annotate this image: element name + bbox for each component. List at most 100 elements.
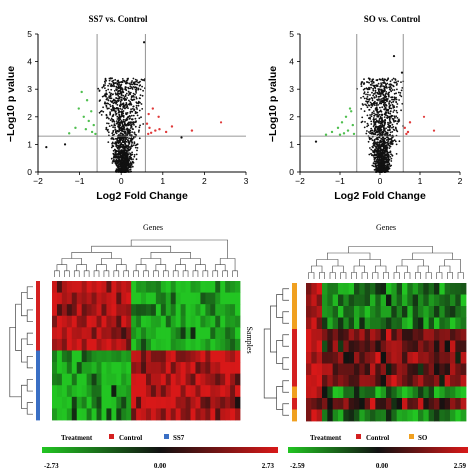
heatmap-ss7-cell — [165, 292, 172, 305]
heatmap-so-legend: Treatment Control SO — [310, 434, 428, 442]
heatmap-so-cell — [444, 375, 451, 387]
heatmap-so-cell — [348, 329, 355, 341]
volcano-ss7-outlier-point — [180, 136, 183, 139]
heatmap-ss7-col-branch — [130, 239, 228, 259]
heatmap-ss7-cell — [155, 350, 162, 363]
heatmap-so-cell — [316, 409, 323, 422]
heatmap-ss7-group-cell — [36, 304, 40, 317]
heatmap-so-cell — [450, 409, 456, 422]
heatmap-ss7-cell — [225, 396, 231, 409]
volcano-so-down-point — [338, 133, 342, 136]
volcano-ss7-down-point — [85, 99, 89, 102]
heatmap-ss7-cell — [56, 304, 63, 317]
heatmap-ss7-cell — [52, 304, 58, 317]
heatmap-so-cell — [359, 283, 366, 295]
heatmap-ss7-cell — [160, 338, 167, 351]
heatmap-so-cell — [418, 386, 424, 399]
heatmap-so-cell — [327, 375, 334, 387]
heatmap-so-row-branch — [282, 311, 289, 324]
heatmap-ss7-cell — [160, 362, 167, 375]
heatmap-ss7-cell — [101, 281, 107, 293]
heatmap-so-cell — [434, 283, 440, 295]
heatmap-ss7-cell — [150, 408, 157, 421]
heatmap-ss7-cell — [91, 304, 97, 317]
heatmap-ss7-cell — [61, 304, 68, 317]
volcano-ss7-up-point — [154, 129, 157, 132]
heatmap-ss7-cell — [155, 362, 162, 375]
heatmap-ss7-cell — [101, 292, 107, 305]
heatmap-ss7-cell — [52, 292, 58, 305]
heatmap-ss7-cell — [136, 408, 142, 421]
heatmap-so-cell — [418, 340, 424, 353]
heatmap-ss7-cell — [111, 385, 117, 398]
heatmap-so-group-cell — [292, 317, 297, 330]
volcano-so-outlier-point — [314, 140, 318, 143]
heatmap-so-cell — [391, 340, 398, 353]
heatmap-ss7-cell — [190, 408, 196, 421]
heatmap-ss7-cell — [101, 350, 107, 363]
heatmap-so-cell — [423, 386, 430, 399]
heatmap-so-cell — [402, 306, 408, 318]
heatmap-so-cell — [332, 340, 339, 353]
heatmap-so-cell — [423, 329, 430, 341]
heatmap-ss7-cell — [121, 338, 127, 351]
heatmap-so-cell — [439, 352, 446, 364]
heatmap-so-cell — [380, 329, 387, 341]
heatmap-ss7-cell — [126, 327, 132, 340]
volcano-plot-so: SO vs. Control −2 −1 0 1 2 0 1 2 3 4 5 Log2 Fold C… — [267, 14, 463, 202]
heatmap-ss7-cell — [195, 385, 201, 398]
heatmap-so-cell — [338, 294, 344, 307]
heatmap-so-cell — [332, 398, 339, 410]
volcano-ss7-x-tick-label: 2 — [202, 176, 207, 186]
heatmap-so-cell — [455, 352, 462, 364]
heatmap-ss7-cell — [165, 396, 172, 409]
heatmap-ss7-cell — [200, 362, 206, 375]
heatmap-so-col-branch — [436, 272, 443, 279]
heatmap-so-cell — [418, 409, 424, 422]
heatmap-ss7-cell — [56, 396, 63, 409]
heatmap-ss7-cell — [66, 338, 73, 351]
heatmap-ss7-sample-group-bar — [36, 281, 40, 421]
heatmap-ss7-colorbar-mid: 0.00 — [154, 462, 167, 470]
heatmap-ss7-cell — [71, 327, 78, 340]
legend-so-group-swatch — [409, 434, 414, 439]
heatmap-so-group-cell — [292, 363, 297, 376]
heatmap-so-cell — [396, 352, 403, 364]
heatmap-so-cell — [455, 398, 462, 410]
heatmap-ss7-cell — [56, 373, 63, 386]
heatmap-ss7-cell — [111, 338, 117, 351]
heatmap-ss7-cell — [136, 338, 142, 351]
heatmap-ss7-cell — [96, 338, 102, 351]
heatmap-so-cell — [380, 386, 387, 399]
heatmap-ss7-cell — [76, 292, 83, 305]
heatmap-so-col-branch — [316, 259, 339, 266]
heatmap-ss7-col-branch — [232, 270, 238, 277]
heatmap-ss7-cell — [155, 385, 162, 398]
heatmap-so-cell — [439, 398, 446, 410]
heatmap-ss7-cell — [126, 408, 132, 421]
heatmap-ss7-cell — [200, 292, 206, 305]
heatmap-ss7-cell — [111, 373, 117, 386]
heatmap-ss7-cell — [91, 373, 97, 386]
heatmap-so-cell — [460, 375, 467, 387]
heatmap-ss7-cell — [225, 338, 231, 351]
heatmap-so-cell — [332, 375, 339, 387]
heatmap-ss7-cell — [106, 315, 112, 328]
heatmap-ss7-cell — [126, 281, 132, 293]
heatmap-ss7-col-branch — [143, 270, 149, 277]
heatmap-ss7-cell — [121, 281, 127, 293]
heatmap-so-cell — [434, 317, 440, 330]
heatmap-ss7-cell — [146, 338, 152, 351]
heatmap-so-cell — [396, 363, 403, 376]
heatmap-ss7-cell — [210, 350, 216, 363]
heatmap-ss7-cell — [210, 385, 216, 398]
heatmap-so-cell — [460, 398, 467, 410]
heatmap-ss7-cell — [160, 292, 167, 305]
heatmap-ss7-cell — [150, 373, 157, 386]
heatmap-so-cell — [439, 294, 446, 307]
heatmap-so-cell — [343, 386, 350, 399]
heatmap-so-cell — [418, 317, 424, 330]
heatmap-ss7-cell — [185, 385, 191, 398]
heatmap-ss7-col-branch — [222, 270, 228, 277]
heatmap-so-cell — [418, 283, 424, 295]
